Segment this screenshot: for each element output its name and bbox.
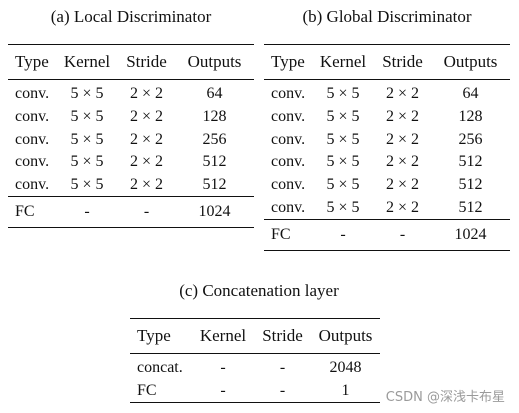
- table-cell: conv.: [15, 108, 50, 126]
- column-header: Outputs: [431, 44, 510, 80]
- table-header-row: Type Kernel Stride Outputs: [8, 44, 254, 80]
- table-cell: 64: [206, 85, 223, 103]
- table-cell: conv.: [271, 130, 306, 148]
- column-header: Type: [264, 44, 312, 80]
- table-row: conv. 5 × 5 2 × 2 64: [264, 80, 510, 106]
- table-cell: 512: [458, 153, 483, 171]
- table-row: FC - -1: [130, 379, 380, 404]
- table-cell: 5 × 5: [326, 108, 360, 126]
- table-header-row: Type Kernel Stride Outputs: [264, 44, 510, 80]
- table-cell: 2 × 2: [129, 108, 164, 126]
- column-header: Type: [130, 318, 192, 354]
- table-cell: 128: [202, 108, 227, 126]
- table-cell: -: [192, 379, 254, 404]
- column-header: Stride: [118, 44, 175, 80]
- table-cell: conv.: [15, 176, 50, 194]
- column-header: Kernel: [56, 44, 118, 80]
- table-cell: 5 × 5: [326, 130, 360, 148]
- table-cell: conv.: [15, 130, 50, 148]
- table-row: conv. 5 × 5 2 × 2 128: [264, 106, 510, 129]
- table-cell: 5 × 5: [70, 153, 104, 171]
- column-header: Type: [8, 44, 56, 80]
- table-cell: 64: [462, 85, 479, 103]
- column-header: Kernel: [312, 44, 374, 80]
- table-header-row: Type Kernel Stride Outputs: [130, 318, 380, 354]
- table-cell: 5 × 5: [326, 153, 360, 171]
- caption-global-discriminator: (b) Global Discriminator: [302, 7, 472, 26]
- column-header: Outputs: [175, 44, 254, 80]
- table-cell: -: [56, 196, 118, 229]
- table-cell: -: [118, 196, 175, 229]
- table-cell: -: [312, 219, 374, 252]
- table-cell: 2 × 2: [129, 85, 164, 103]
- table-cell: 2 × 2: [129, 176, 164, 194]
- table-cell: 1024: [175, 196, 254, 229]
- table-cell: -: [254, 379, 311, 404]
- table-global-discriminator: Type Kernel Stride Outputs conv. 5 × 5 2 × 2 64…: [264, 44, 510, 252]
- table-cell: conv.: [15, 85, 50, 103]
- table-row: conv. 5 × 5 2 × 2 256: [264, 128, 510, 151]
- table-cell: 512: [458, 176, 483, 194]
- table-cell: 2048: [329, 359, 362, 377]
- table-cell: conv.: [271, 108, 306, 126]
- table-row: conv. 5 × 5 2 × 2 256: [8, 128, 254, 151]
- table-row: conv. 5 × 5 2 × 2 512: [264, 151, 510, 174]
- table-cell: 5 × 5: [70, 130, 104, 148]
- table-cell: conv.: [271, 85, 306, 103]
- watermark-text: CSDN @深浅卡布星: [385, 390, 505, 405]
- table-cell: -: [220, 359, 226, 377]
- table-cell: 5 × 5: [326, 198, 360, 216]
- table-cell: 128: [458, 108, 483, 126]
- column-header: Kernel: [192, 318, 254, 354]
- column-header: Outputs: [311, 318, 380, 354]
- table-cell: concat.: [137, 359, 183, 377]
- table-cell: 2 × 2: [385, 176, 420, 194]
- table-cell: 512: [202, 176, 227, 194]
- table-row: conv. 5 × 5 2 × 2 512: [264, 174, 510, 197]
- table-cell: 5 × 5: [70, 108, 104, 126]
- table-cell: -: [279, 359, 286, 377]
- table-cell: 512: [458, 198, 483, 216]
- table-cell: 512: [202, 153, 227, 171]
- table-cell: 5 × 5: [70, 176, 104, 194]
- table-cell: 2 × 2: [385, 153, 420, 171]
- table-cell: conv.: [15, 153, 50, 171]
- table-cell: 2 × 2: [129, 130, 164, 148]
- table-cell: conv.: [271, 176, 306, 194]
- table-local-discriminator: Type Kernel Stride Outputs conv. 5 × 5 2 × 2 64…: [8, 44, 254, 229]
- table-row-footer: FC - -1024: [8, 196, 254, 229]
- caption-concatenation-layer: (c) Concatenation layer: [179, 281, 339, 300]
- table-row: conv. 5 × 5 2 × 2 512: [8, 174, 254, 197]
- table-cell: FC: [264, 219, 312, 252]
- table-cell: 2 × 2: [385, 130, 420, 148]
- table-row: conv. 5 × 5 2 × 2 512: [264, 196, 510, 219]
- table-cell: FC: [130, 379, 192, 404]
- table-cell: 256: [458, 130, 483, 148]
- table-cell: conv.: [271, 198, 306, 216]
- table-cell: 2 × 2: [129, 153, 164, 171]
- column-header: Stride: [374, 44, 431, 80]
- table-cell: 2 × 2: [385, 85, 420, 103]
- column-header: Stride: [254, 318, 311, 354]
- table-cell: FC: [8, 196, 56, 229]
- table-cell: 5 × 5: [326, 176, 360, 194]
- table-row: conv. 5 × 5 2 × 2 64: [8, 80, 254, 106]
- table-row: conv. 5 × 5 2 × 2 128: [8, 106, 254, 129]
- table-row: conv. 5 × 5 2 × 2 512: [8, 151, 254, 174]
- table-cell: 5 × 5: [70, 85, 104, 103]
- table-row: concat. - - 2048: [130, 354, 380, 380]
- table-cell: 1: [311, 379, 380, 404]
- table-cell: -: [374, 219, 431, 252]
- table-cell: conv.: [271, 153, 306, 171]
- table-cell: 256: [202, 130, 227, 148]
- table-concatenation-layer: Type Kernel Stride Outputs concat. - -2048 FC - -…: [130, 318, 380, 404]
- table-cell: 2 × 2: [385, 108, 420, 126]
- table-row-footer: FC - -1024: [264, 219, 510, 252]
- table-cell: 2 × 2: [385, 198, 420, 216]
- table-cell: 1024: [431, 219, 510, 252]
- caption-local-discriminator: (a) Local Discriminator: [50, 7, 212, 26]
- table-cell: 5 × 5: [326, 85, 360, 103]
